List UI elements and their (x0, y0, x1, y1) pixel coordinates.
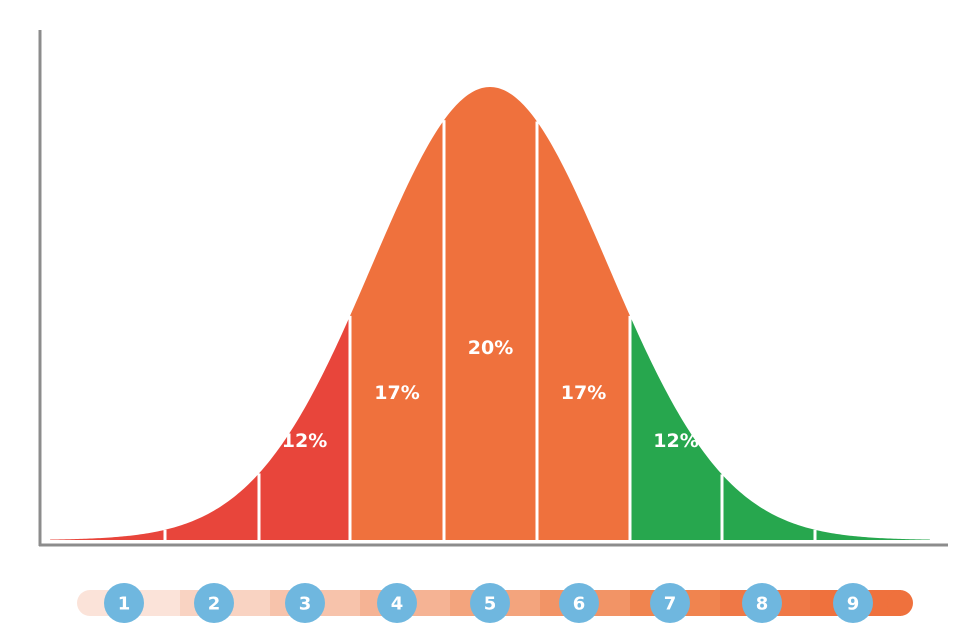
percent-label-9: 4% (837, 511, 869, 533)
stanine-circle-4 (377, 583, 417, 623)
stanine-number-6: 6 (573, 594, 586, 615)
scale-bar-start-cap (77, 590, 103, 616)
stanine-circle-1 (104, 583, 144, 623)
curve-segment-1 (50, 87, 165, 540)
stanine-number-9: 9 (847, 594, 860, 615)
percent-label-3: 12% (282, 430, 327, 452)
stanine-scale: 1 2 3 4 5 6 7 8 9 (77, 583, 913, 623)
curve-segment-4 (350, 87, 444, 540)
stanine-number-3: 3 (299, 594, 312, 615)
percent-label-6: 17% (561, 382, 606, 404)
stanine-circle-5 (470, 583, 510, 623)
percent-labels: 4% 7% 12% 17% 20% 17% 12% 7% 4% (111, 337, 869, 533)
curve-segments (50, 87, 930, 540)
curve-segment-9 (815, 87, 930, 540)
stanine-circle-6 (559, 583, 599, 623)
percent-label-7: 12% (653, 430, 698, 452)
stanine-circle-7 (650, 583, 690, 623)
curve-segment-6 (537, 87, 630, 540)
percent-label-1: 4% (111, 511, 143, 533)
stanine-circle-8 (742, 583, 782, 623)
segment-dividers (163, 120, 817, 540)
percent-label-5: 20% (468, 337, 513, 359)
stanine-circle-9 (833, 583, 873, 623)
percent-label-4: 17% (374, 382, 419, 404)
curve-segment-5 (444, 87, 537, 540)
stanine-number-2: 2 (208, 594, 221, 615)
percent-label-2: 7% (196, 477, 228, 499)
stanine-circle-3 (285, 583, 325, 623)
stanine-number-8: 8 (756, 594, 769, 615)
curve-segment-2 (165, 87, 259, 540)
scale-bar-end-cap (887, 590, 913, 616)
stanine-number-4: 4 (391, 594, 404, 615)
stanine-number-5: 5 (484, 594, 497, 615)
curve-segment-8 (722, 87, 815, 540)
stanine-circle-2 (194, 583, 234, 623)
stanine-number-7: 7 (664, 594, 677, 615)
percent-label-8: 7% (752, 477, 784, 499)
curve-segment-3 (259, 87, 350, 540)
curve-segment-7 (630, 87, 722, 540)
stanine-number-1: 1 (118, 594, 131, 615)
